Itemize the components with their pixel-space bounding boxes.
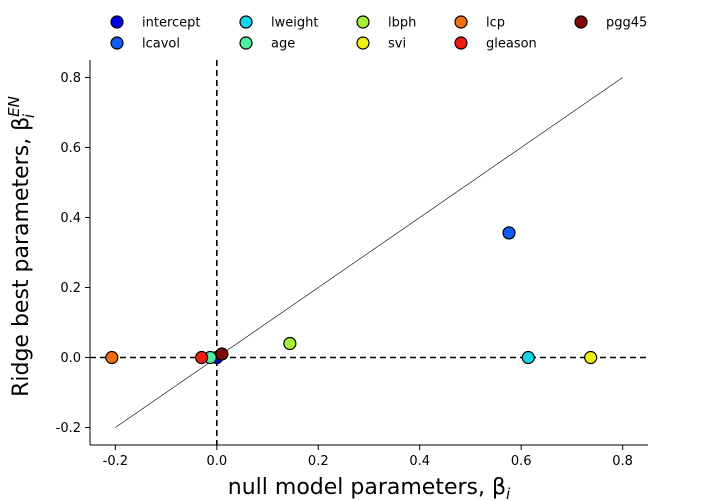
- x-tick-label: 0.0: [206, 454, 227, 469]
- x-tick-label: 0.6: [511, 454, 532, 469]
- legend-label-lbph: lbph: [388, 16, 416, 31]
- legend-marker-lbph: [356, 15, 370, 29]
- reference-line: [115, 77, 623, 428]
- legend-marker-pgg45: [574, 15, 588, 29]
- x-tick-label: 0.2: [308, 454, 329, 469]
- legend-label-intercept: intercept: [142, 16, 201, 31]
- data-point-gleason: [195, 350, 209, 365]
- legend-label-age: age: [271, 37, 295, 52]
- data-point-lcavol: [502, 226, 516, 240]
- legend-marker-lcp: [454, 15, 468, 29]
- legend-marker-svi: [356, 36, 370, 50]
- legend-label-lweight: lweight: [271, 16, 318, 31]
- plot-area: [90, 60, 648, 445]
- y-axis: -0.2 0.0 0.2 0.4 0.6 0.8: [56, 60, 91, 445]
- x-tick-label: 0.4: [409, 454, 430, 469]
- legend-marker-gleason: [454, 36, 468, 50]
- y-tick-label: 0.8: [60, 71, 81, 86]
- x-tick-label: -0.2: [103, 454, 128, 469]
- data-point-pgg45: [215, 347, 229, 361]
- legend-marker-lweight: [239, 15, 253, 29]
- y-tick-label: -0.2: [56, 421, 81, 436]
- data-point-svi: [584, 350, 598, 365]
- legend-label-gleason: gleason: [486, 37, 537, 52]
- data-point-lcp: [105, 350, 119, 365]
- legend-label-svi: svi: [388, 37, 406, 52]
- y-tick-label: 0.6: [60, 141, 81, 156]
- data-point-lweight: [521, 350, 535, 365]
- legend-marker-age: [239, 36, 253, 50]
- y-tick-label: 0.4: [60, 211, 81, 226]
- x-tick-label: 0.8: [612, 454, 633, 469]
- legend-marker-intercept: [110, 15, 124, 29]
- legend-label-pgg45: pgg45: [606, 16, 647, 31]
- x-axis: -0.2 0.0 0.2 0.4 0.6 0.8: [90, 444, 648, 469]
- legend-label-lcp: lcp: [486, 16, 505, 31]
- y-tick-label: 0.2: [60, 281, 81, 296]
- x-axis-title: null model parameters, βi: [228, 475, 511, 500]
- data-point-lbph: [283, 336, 297, 351]
- legend-label-lcavol: lcavol: [142, 37, 180, 52]
- y-tick-label: 0.0: [60, 351, 81, 366]
- legend-marker-lcavol: [110, 36, 124, 50]
- legend: intercept lcavol lweight age lbph svi lcp gleas…: [110, 15, 647, 52]
- y-axis-title: Ridge best parameters, βENi: [5, 96, 38, 397]
